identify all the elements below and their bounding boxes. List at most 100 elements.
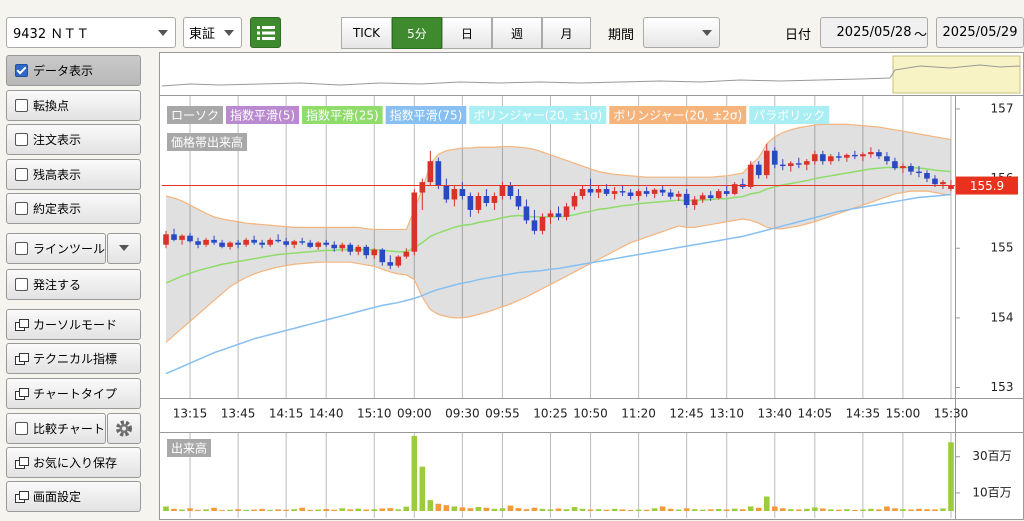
volume-bar	[267, 510, 273, 511]
volume-bar	[715, 509, 722, 511]
candle-body	[267, 239, 273, 245]
volume-bar	[812, 507, 818, 511]
sidebar-button[interactable]: チャートタイプ	[6, 378, 141, 409]
list-button[interactable]	[250, 17, 281, 48]
candle-body	[627, 192, 634, 196]
x-tick-label: 15:10	[357, 407, 392, 421]
period-select[interactable]	[643, 17, 720, 48]
price-label: 155.9	[970, 179, 1004, 193]
interval-button[interactable]: 5分	[392, 17, 442, 49]
checkbox	[15, 422, 28, 435]
overview-range	[892, 55, 1021, 94]
candle-body	[715, 191, 722, 199]
candle-body	[291, 241, 297, 245]
candle-body	[619, 191, 626, 193]
candle-body	[379, 249, 386, 263]
candle-body	[227, 242, 233, 247]
date-to[interactable]: 2025/05/29	[936, 17, 1024, 48]
volume-bar	[611, 508, 618, 511]
x-tick-label: 15:00	[886, 407, 921, 421]
volume-bar	[499, 508, 506, 511]
volume-bar	[932, 509, 938, 511]
sidebar-button[interactable]: テクニカル指標	[6, 343, 141, 374]
sidebar-button[interactable]: 約定表示	[6, 193, 141, 224]
volume-bar	[667, 508, 674, 511]
date-separator: 〜	[914, 28, 928, 43]
checkbox	[15, 202, 28, 215]
volume-bar	[371, 509, 378, 511]
gear-icon	[116, 420, 132, 437]
candle-body	[515, 196, 522, 207]
interval-button[interactable]: 日	[442, 17, 492, 49]
volume-bar	[283, 509, 289, 511]
dropdown-button[interactable]	[107, 233, 141, 264]
sidebar-button[interactable]: ラインツール	[6, 233, 106, 264]
candle-body	[387, 262, 394, 266]
date-from[interactable]: 2025/05/28	[820, 17, 928, 48]
interval-label: 週	[510, 26, 523, 41]
sidebar-button[interactable]: お気に入り保存	[6, 447, 141, 478]
candle-body	[587, 189, 594, 193]
profile-label-box	[167, 133, 248, 151]
candle-body	[828, 156, 834, 162]
interval-button[interactable]: 月	[542, 17, 591, 49]
symbol: 9432 ＮＴＴ	[13, 27, 90, 42]
candle-body	[876, 152, 882, 157]
volume-bar	[948, 442, 954, 511]
sidebar-button[interactable]: 画面設定	[6, 481, 141, 512]
candle-body	[820, 154, 826, 162]
period-label: 期間	[608, 28, 635, 43]
sidebar-button[interactable]: 転換点	[6, 90, 141, 121]
candle-body	[691, 199, 698, 206]
x-tick-label: 09:00	[397, 407, 432, 421]
dropdown-arrow	[119, 245, 129, 251]
volume-bar	[555, 508, 562, 511]
candle-body	[419, 182, 426, 193]
candle-body	[932, 178, 938, 185]
sidebar-button[interactable]: 残高表示	[6, 159, 141, 190]
market: 東証	[189, 27, 216, 42]
x-tick-label: 14:35	[846, 407, 881, 421]
volume-bar	[507, 505, 514, 511]
volume-bar	[347, 509, 354, 511]
settings-button[interactable]	[107, 413, 141, 444]
chart: 13:15 13:45 14:15 14:40 15:10 09:00 09:30 09:55…	[159, 52, 1024, 520]
candle-body	[547, 213, 554, 217]
legend-entry: ボリンジャー(20, ±2σ)	[613, 109, 742, 123]
candle-body	[179, 235, 185, 240]
volume-bar	[635, 509, 642, 511]
sidebar-button[interactable]: 発注する	[6, 269, 141, 300]
checkbox	[15, 133, 28, 146]
candle-body	[595, 189, 602, 193]
volume-bar	[908, 509, 914, 511]
volume-bar	[739, 509, 746, 511]
interval-button[interactable]: 週	[492, 17, 542, 49]
sidebar-button[interactable]: データ表示	[6, 55, 141, 86]
candle-body	[667, 192, 674, 197]
checkbox	[15, 64, 28, 77]
sidebar-button[interactable]: カーソルモード	[6, 309, 141, 340]
volume-bar	[892, 508, 898, 511]
x-tick-label: 09:30	[445, 407, 480, 421]
candle-body	[812, 154, 818, 162]
volume-bar	[619, 509, 626, 511]
candle-body	[699, 195, 706, 200]
sidebar-button[interactable]: 注文表示	[6, 124, 141, 155]
volume-bar	[547, 509, 554, 511]
candle-body	[187, 235, 193, 242]
candle-body	[531, 220, 538, 231]
candle-body	[395, 256, 402, 266]
candle-body	[707, 195, 714, 199]
candle-body	[315, 242, 322, 247]
market-select[interactable]: 東証	[183, 17, 242, 48]
legend-entry: パラボリック	[753, 109, 825, 123]
symbol-select[interactable]: 9432 ＮＴＴ	[6, 17, 176, 48]
profile-label: 価格帯出来高	[171, 135, 243, 150]
volume-bar	[603, 509, 610, 511]
volume-bar	[211, 507, 217, 511]
sidebar-button[interactable]: 比較チャート	[6, 413, 106, 444]
volume-bar	[779, 508, 786, 511]
interval-button[interactable]: TICK	[341, 17, 392, 49]
overview-line	[161, 64, 1021, 87]
volume-bar	[467, 508, 474, 511]
